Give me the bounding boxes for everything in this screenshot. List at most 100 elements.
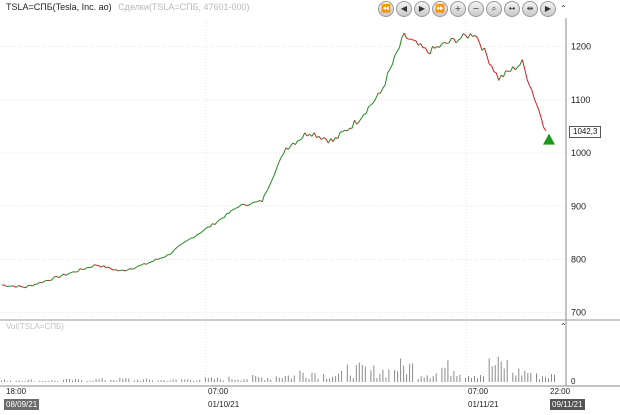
price-segment — [164, 254, 168, 258]
price-segment — [264, 190, 268, 195]
volume-bar — [231, 379, 233, 382]
volume-bar — [193, 380, 195, 382]
current-price-tag: 1042,3 — [569, 126, 602, 138]
volume-bar — [81, 380, 82, 382]
price-segment — [398, 38, 403, 48]
price-segment — [337, 131, 341, 139]
volume-bar — [42, 381, 44, 382]
volume-bar — [447, 360, 449, 382]
price-segment — [271, 175, 275, 182]
price-segment — [44, 280, 48, 282]
price-segment — [127, 268, 130, 271]
volume-bar — [397, 371, 399, 382]
price-segment — [401, 32, 405, 39]
price-segment — [243, 203, 246, 206]
scroll-start-button[interactable]: ⏪ — [378, 1, 394, 17]
volume-bar — [24, 381, 26, 382]
volume-bar — [15, 380, 17, 382]
price-segment — [351, 120, 355, 129]
price-segment — [58, 275, 62, 279]
price-segment — [387, 68, 391, 74]
price-segment — [538, 110, 542, 119]
price-segment — [198, 232, 201, 235]
shrink-horizontal-button[interactable]: ⇹ — [522, 1, 538, 17]
price-segment — [124, 269, 128, 272]
volume-bar — [18, 380, 20, 382]
volume-bar — [290, 378, 292, 382]
price-segment — [221, 217, 225, 219]
price-segment — [526, 79, 530, 86]
volume-bar — [199, 379, 201, 382]
price-segment — [476, 37, 481, 44]
price-segment — [200, 230, 204, 234]
price-segment — [268, 180, 273, 187]
volume-bar — [477, 378, 478, 382]
volume-bar — [54, 380, 56, 382]
price-segment — [382, 84, 386, 89]
volume-bar — [261, 377, 263, 382]
volume-bar — [521, 375, 523, 382]
volume-bar — [500, 361, 502, 382]
volume-bar — [341, 371, 343, 382]
price-segment — [32, 283, 36, 287]
volume-bar — [355, 365, 357, 382]
volume-bar — [1, 380, 2, 382]
price-segment — [297, 139, 301, 142]
price-segment — [444, 41, 447, 44]
volume-bar — [358, 362, 360, 382]
volume-bar — [133, 380, 135, 382]
volume-bar — [148, 379, 150, 382]
price-segment — [96, 264, 100, 267]
price-segment — [519, 59, 523, 66]
price-segment — [453, 38, 457, 44]
price-segment — [304, 132, 308, 137]
volume-y-tick-label: 0 — [571, 377, 576, 386]
volume-bar — [497, 356, 499, 382]
volume-bar — [119, 377, 121, 382]
expand-horizontal-button[interactable]: ↔ — [504, 1, 520, 17]
volume-bar — [237, 379, 239, 382]
zoom-out-button[interactable]: − — [468, 1, 484, 17]
price-segment — [77, 268, 81, 272]
price-segment — [110, 268, 114, 271]
volume-bar — [101, 378, 103, 382]
volume-bar — [219, 379, 221, 382]
scroll-end-button[interactable]: ⏩ — [432, 1, 448, 17]
volume-bar — [166, 381, 168, 382]
collapse-volume-panel-icon[interactable]: ⌃ — [560, 322, 567, 331]
volume-bar — [66, 379, 67, 382]
volume-bar — [335, 375, 337, 382]
price-segment — [25, 285, 29, 289]
price-segment — [406, 37, 409, 40]
step-right-button[interactable]: ▶ — [540, 1, 556, 17]
price-segment — [212, 223, 216, 226]
price-segment — [358, 117, 362, 122]
volume-bar — [51, 380, 53, 382]
volume-bar — [27, 379, 29, 382]
price-segment — [216, 219, 220, 223]
price-segment — [394, 51, 398, 57]
zoom-fit-button[interactable]: ⌕ — [486, 1, 502, 17]
price-segment — [143, 263, 147, 265]
price-segment — [484, 47, 488, 56]
scroll-left-button[interactable]: ◀ — [396, 1, 412, 17]
deals-label: Сделки(TSLA=СПБ, 47601-000) — [118, 2, 250, 12]
price-series — [1, 32, 547, 289]
volume-panel-title: Vol(TSLA=СПБ) — [6, 322, 64, 331]
volume-bar — [222, 380, 224, 382]
price-segment — [429, 46, 433, 55]
scroll-right-button[interactable]: ▶ — [414, 1, 430, 17]
price-segment — [15, 285, 19, 288]
collapse-main-panel-icon[interactable]: ⌃ — [560, 4, 567, 13]
volume-bar — [444, 367, 446, 382]
volume-bar — [456, 376, 458, 382]
volume-bar — [530, 372, 532, 382]
volume-bar — [172, 379, 174, 382]
price-segment — [432, 45, 436, 49]
price-segment — [280, 153, 284, 158]
volume-bar — [116, 380, 118, 382]
y-tick-label: 700 — [571, 308, 586, 318]
volume-bar — [184, 379, 186, 382]
zoom-in-button[interactable]: + — [450, 1, 466, 17]
